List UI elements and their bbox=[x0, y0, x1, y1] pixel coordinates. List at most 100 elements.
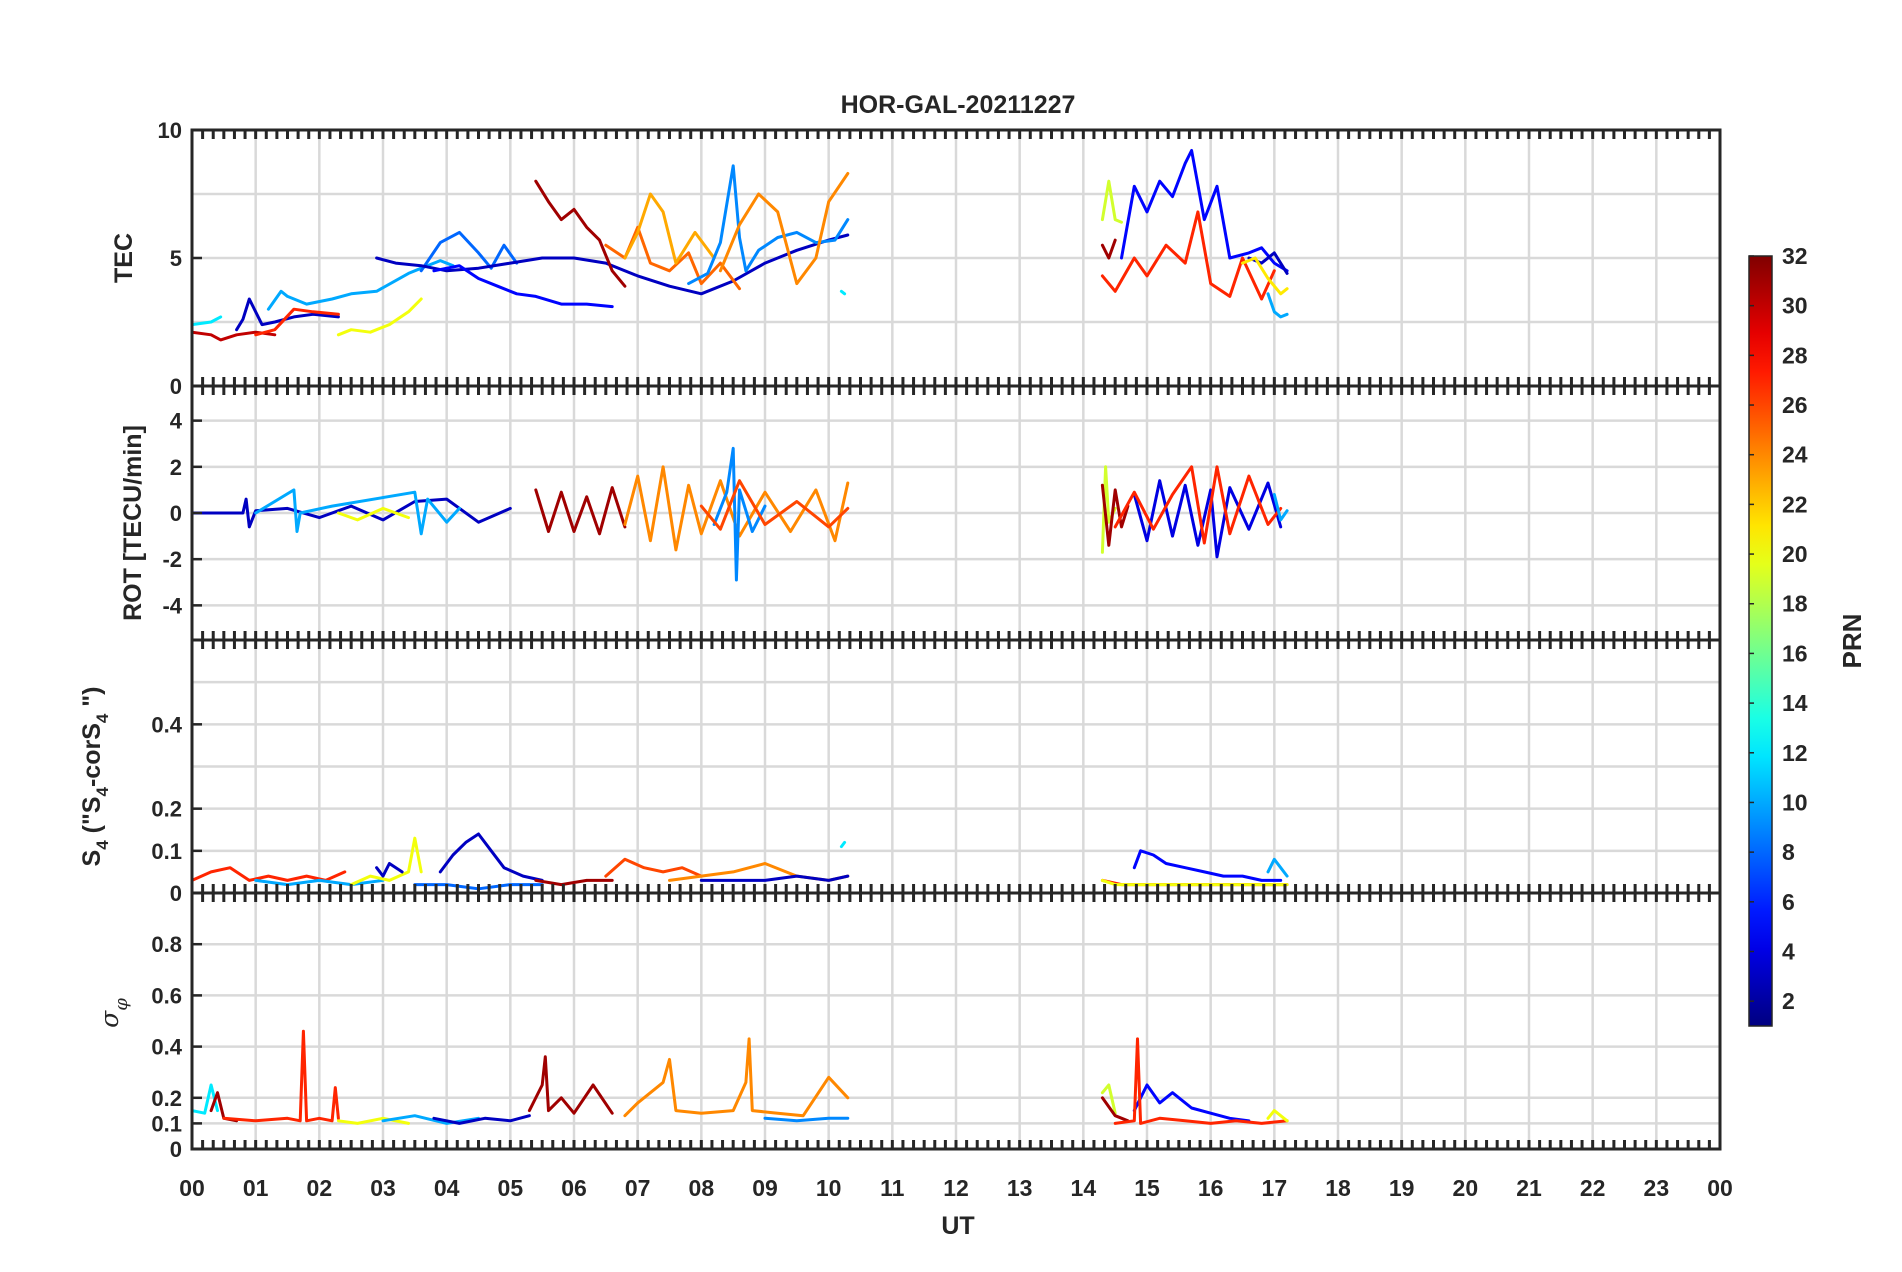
series-line-prn-10 bbox=[254, 488, 461, 536]
series-line-prn-31 bbox=[534, 486, 627, 536]
series-line-prn-10 bbox=[1272, 493, 1289, 522]
series-line-prn-24 bbox=[718, 172, 850, 286]
series-line-prn-24 bbox=[623, 465, 850, 552]
series-line-prn-26 bbox=[699, 479, 850, 531]
colorbar-tick-label: 30 bbox=[1782, 293, 1808, 319]
series-line-prn-5 bbox=[1132, 849, 1283, 882]
series-line-prn-3 bbox=[699, 874, 850, 882]
series-group-sigma bbox=[192, 1029, 1289, 1125]
series-line-prn-12 bbox=[839, 840, 847, 849]
series-line-prn-10 bbox=[1266, 857, 1289, 878]
x-tick-label: 23 bbox=[1644, 1175, 1670, 1201]
y-tick-label: 0.6 bbox=[151, 983, 182, 1008]
series-line-prn-10 bbox=[381, 1114, 480, 1125]
y-tick-label: 4 bbox=[170, 409, 183, 434]
colorbar-tick-label: 16 bbox=[1782, 640, 1808, 666]
series-line-prn-3 bbox=[432, 1114, 531, 1125]
y-axis-label-s4: S4 ("S4-corS4 ") bbox=[78, 687, 112, 867]
series-line-prn-20 bbox=[349, 836, 423, 887]
y-tick-label: 0 bbox=[170, 501, 182, 526]
x-tick-label: 12 bbox=[943, 1175, 969, 1201]
series-line-prn-31 bbox=[527, 1055, 614, 1115]
y-tick-label: 0 bbox=[170, 881, 182, 906]
x-tick-label: 11 bbox=[880, 1175, 905, 1201]
colorbar-tick-label: 22 bbox=[1782, 491, 1808, 517]
series-line-prn-10 bbox=[1266, 292, 1289, 319]
series-line-prn-9 bbox=[763, 1116, 850, 1123]
y-tick-label: 10 bbox=[158, 118, 182, 143]
series-line-prn-12 bbox=[192, 315, 223, 327]
y-tick-label: -2 bbox=[162, 547, 182, 572]
x-tick-label: 01 bbox=[243, 1175, 269, 1201]
series-line-prn-3 bbox=[375, 862, 404, 878]
panel-rot: -4 -2 0 2 4 ROT [TECU/min] bbox=[119, 384, 1722, 642]
series-group-tec bbox=[192, 149, 1289, 342]
y-axis-label-s4-part: 4 bbox=[93, 713, 112, 723]
x-tick-label: 05 bbox=[498, 1175, 524, 1201]
y-tick-label: 0.1 bbox=[151, 839, 182, 864]
y-tick-label: -4 bbox=[162, 593, 182, 618]
colorbar-tick-label: 20 bbox=[1782, 541, 1808, 567]
series-line-prn-10 bbox=[254, 878, 385, 887]
series-line-prn-3 bbox=[235, 297, 340, 332]
y-axis-label-s4-part: 4 bbox=[93, 787, 112, 797]
colorbar-tick-label: 8 bbox=[1782, 839, 1795, 865]
x-tick-label: 17 bbox=[1262, 1175, 1288, 1201]
series-line-prn-19 bbox=[1100, 179, 1123, 224]
x-tick-label: 18 bbox=[1325, 1175, 1351, 1201]
x-tick-label: 03 bbox=[370, 1175, 396, 1201]
x-tick-label: 00 bbox=[1707, 1175, 1733, 1201]
series-line-prn-4 bbox=[1132, 479, 1283, 559]
colorbar-gradient bbox=[1748, 255, 1773, 1027]
series-line-prn-5 bbox=[1132, 1083, 1251, 1123]
series-line-prn-5 bbox=[1120, 149, 1289, 273]
series-line-prn-20 bbox=[336, 1116, 410, 1125]
series-line-prn-3 bbox=[438, 832, 544, 882]
series-line-prn-21 bbox=[1241, 256, 1289, 296]
colorbar-tick-label: 18 bbox=[1782, 591, 1808, 617]
series-line-prn-20 bbox=[336, 506, 410, 522]
x-tick-label: 07 bbox=[625, 1175, 651, 1201]
panel-sigma: 00.10.2 0.4 0.6 0.8 σφ bbox=[95, 891, 1722, 1162]
y-axis-label-s4-part: 4 bbox=[93, 840, 112, 850]
x-axis-label: UT bbox=[941, 1212, 974, 1240]
y-tick-label: 0 bbox=[170, 1137, 182, 1162]
series-line-prn-23 bbox=[623, 192, 716, 265]
series-line-prn-31 bbox=[534, 878, 614, 887]
colorbar-tick-label: 2 bbox=[1782, 988, 1795, 1014]
x-tick-label: 04 bbox=[434, 1175, 460, 1201]
y-tick-label: 0.1 bbox=[151, 1111, 182, 1136]
colorbar-tick-label: 14 bbox=[1782, 690, 1808, 716]
x-tick-label: 09 bbox=[752, 1175, 778, 1201]
y-axis-label-sigma-sub: φ bbox=[111, 998, 132, 1011]
y-axis-label-s4-part: S bbox=[78, 850, 106, 867]
y-tick-label: 0.2 bbox=[151, 797, 182, 822]
series-group-rot bbox=[192, 446, 1289, 582]
y-tick-label: 0.8 bbox=[151, 932, 182, 957]
x-tick-label: 22 bbox=[1580, 1175, 1606, 1201]
x-tick-label: 00 bbox=[179, 1175, 205, 1201]
colorbar-tick-label: 4 bbox=[1782, 938, 1795, 964]
series-line-prn-8 bbox=[419, 230, 519, 273]
x-tick-label: 13 bbox=[1007, 1175, 1033, 1201]
series-line-prn-27 bbox=[254, 307, 340, 337]
colorbar-tick-label: 24 bbox=[1782, 442, 1808, 468]
series-line-prn-20 bbox=[336, 297, 423, 337]
y-tick-label: 0.4 bbox=[151, 712, 182, 737]
y-axis-label-s4-part: ") bbox=[78, 687, 106, 714]
colorbar-tick-label: 26 bbox=[1782, 392, 1808, 418]
x-tick-label: 02 bbox=[307, 1175, 333, 1201]
series-line-prn-27 bbox=[1100, 210, 1276, 301]
x-tick-label: 19 bbox=[1389, 1175, 1415, 1201]
colorbar-tick-label: 28 bbox=[1782, 342, 1808, 368]
y-axis-label-s4-part: ("S bbox=[78, 797, 106, 841]
y-axis-label-rot: ROT [TECU/min] bbox=[119, 425, 147, 621]
series-line-prn-5 bbox=[432, 264, 614, 309]
series-line-prn-3 bbox=[192, 497, 512, 529]
y-tick-label: 0 bbox=[170, 374, 182, 399]
series-line-prn-27 bbox=[222, 1029, 340, 1123]
series-line-prn-26 bbox=[604, 857, 703, 878]
y-tick-label: 0.2 bbox=[151, 1086, 182, 1111]
series-line-prn-19 bbox=[1100, 1083, 1117, 1115]
